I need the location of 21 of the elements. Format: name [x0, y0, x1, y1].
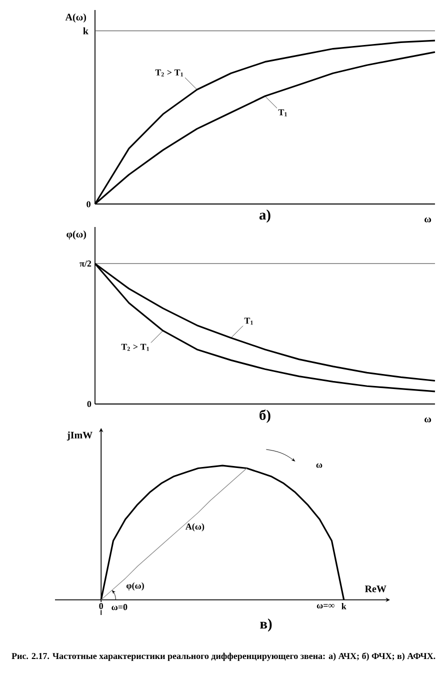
- y-axis-title: φ(ω): [66, 230, 86, 240]
- text: ω=0: [112, 604, 128, 610]
- annotation: ω: [316, 463, 322, 468]
- text: в): [260, 618, 272, 632]
- x-axis-title: ReW: [364, 586, 386, 592]
- ref-line-label: k: [83, 27, 88, 34]
- series-label: T$_{1}$: [244, 318, 253, 325]
- annotation: φ(ω): [126, 582, 144, 590]
- text: Рис. 2.17. Частотные характеристики реального дифференцирующего звена: а) АЧХ; б) ФЧХ; в) АФЧХ.: [12, 652, 436, 661]
- y-tick-label: π/2: [80, 260, 92, 267]
- y-axis-title: jImW: [66, 431, 92, 441]
- legend-label: T$_{2}$ > T$_{1}$: [121, 344, 149, 351]
- text: б): [260, 410, 270, 423]
- text: ω=∞: [316, 604, 334, 608]
- text: T$_{2}$ > T$_{1}$: [155, 70, 183, 76]
- x-axis-title: ω: [424, 218, 432, 222]
- x-axis-title: ω: [424, 418, 432, 422]
- legend-label: T$_{1}$: [278, 109, 287, 116]
- y-axis-title: A(ω): [65, 13, 86, 23]
- annotation: A(ω): [186, 523, 204, 532]
- text: а): [259, 210, 270, 223]
